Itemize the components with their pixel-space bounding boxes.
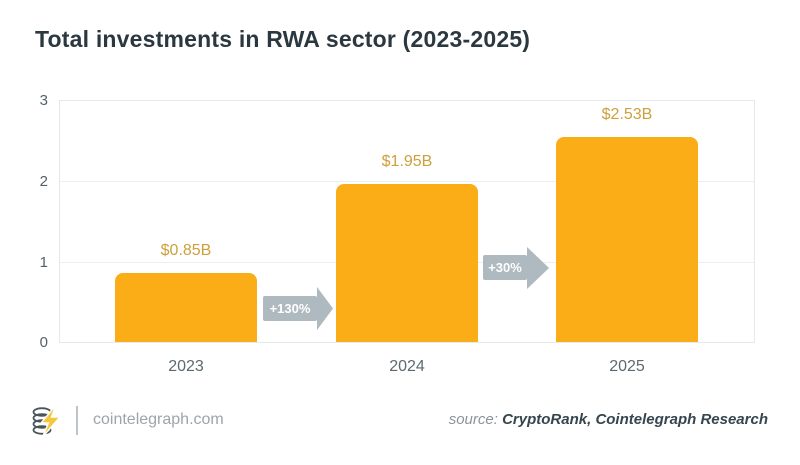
bar-value-label: $0.85B [160, 242, 212, 259]
y-axis-tick-label: 1 [39, 254, 48, 271]
source-names-label: CryptoRank, Cointelegraph Research [502, 411, 768, 428]
source-line: source: CryptoRank, Cointelegraph Resear… [449, 411, 768, 428]
bar-2023 [115, 273, 257, 342]
plot-area: $0.85B $1.95B $2.53B [59, 100, 755, 343]
x-axis-tick-label: 2024 [389, 358, 425, 375]
gridline [60, 181, 754, 182]
x-axis-tick-label: 2023 [168, 358, 204, 375]
footer-site-label: cointelegraph.com [93, 411, 224, 428]
source-prefix-label: source: [448, 411, 498, 428]
x-axis-tick-label: 2025 [609, 358, 645, 375]
chart-title: Total investments in RWA sector (2023-20… [35, 26, 531, 52]
cointelegraph-logo-icon [32, 404, 62, 438]
growth-arrow-label: +130% [270, 301, 311, 316]
growth-arrow-icon: +30% [483, 247, 549, 289]
bar-2025 [556, 137, 698, 342]
y-axis-tick-label: 0 [39, 334, 48, 351]
y-axis-tick-label: 2 [39, 173, 48, 190]
bar-2024 [336, 184, 478, 342]
growth-arrow-label: +30% [488, 260, 522, 275]
growth-arrow-icon: +130% [263, 287, 333, 330]
footer-divider [76, 406, 78, 435]
bar-value-label: $2.53B [601, 106, 653, 123]
y-axis-tick-label: 3 [39, 92, 48, 109]
bar-value-label: $1.95B [381, 153, 433, 170]
